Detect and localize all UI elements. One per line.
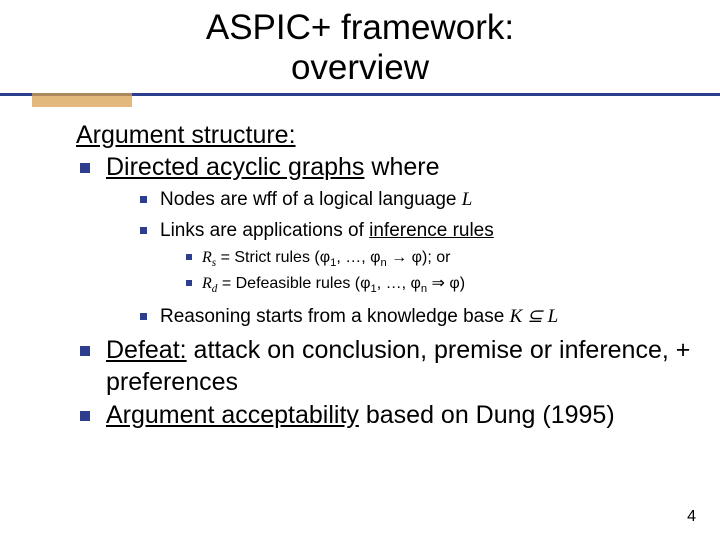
section-heading: Argument structure: bbox=[76, 121, 702, 150]
page-number: 4 bbox=[687, 508, 696, 526]
title-underline bbox=[0, 93, 720, 107]
lvl1-accept-underlined: Argument acceptability bbox=[106, 401, 359, 429]
def-R: R bbox=[202, 275, 212, 292]
lvl2-links-prefix: Links are applications of bbox=[160, 220, 369, 241]
def-tail: ⇒ φ) bbox=[427, 275, 465, 292]
lvl1-dag-suffix: where bbox=[364, 153, 439, 181]
strict-tail: → φ); or bbox=[387, 249, 451, 266]
lvl1-defeat-underlined: Defeat: bbox=[106, 336, 187, 364]
lvl2-reasoning-sym: K ⊆ L bbox=[510, 306, 559, 327]
lvl1-item-defeat: Defeat: attack on conclusion, premise or… bbox=[76, 335, 702, 398]
def-mid: , …, φ bbox=[377, 275, 421, 292]
lvl2-nodes-text: Nodes are wff of a logical language bbox=[160, 189, 462, 210]
def-rest: = Defeasible rules (φ bbox=[217, 275, 370, 292]
lvl2-item-links: Links are applications of inference rule… bbox=[138, 218, 702, 297]
lvl2-item-nodes: Nodes are wff of a logical language L bbox=[138, 187, 702, 213]
lvl3-item-strict: Rs = Strict rules (φ1, …, φn → φ); or bbox=[184, 247, 702, 271]
lvl1-defeat-rest: attack on conclusion, premise or inferen… bbox=[106, 336, 690, 395]
lvl2-item-reasoning: Reasoning starts from a knowledge base K… bbox=[138, 304, 702, 330]
lvl3-item-defeasible: Rd = Defeasible rules (φ1, …, φn ⇒ φ) bbox=[184, 273, 702, 297]
slide-title-line2: overview bbox=[0, 48, 720, 88]
slide-title-line1: ASPIC+ framework: bbox=[0, 8, 720, 48]
strict-rest: = Strict rules (φ bbox=[216, 249, 330, 266]
lvl2-links-link: inference rules bbox=[369, 220, 494, 241]
strict-mid: , …, φ bbox=[336, 249, 380, 266]
lvl1-item-acceptability: Argument acceptability based on Dung (19… bbox=[76, 400, 702, 431]
lvl2-reasoning-text: Reasoning starts from a knowledge base bbox=[160, 306, 510, 327]
lvl1-item-dag: Directed acyclic graphs where Nodes are … bbox=[76, 152, 702, 330]
lvl1-accept-rest: based on Dung (1995) bbox=[359, 401, 615, 429]
lvl2-nodes-sym: L bbox=[462, 189, 473, 210]
lvl1-dag-underlined: Directed acyclic graphs bbox=[106, 153, 364, 181]
strict-R: R bbox=[202, 249, 212, 266]
